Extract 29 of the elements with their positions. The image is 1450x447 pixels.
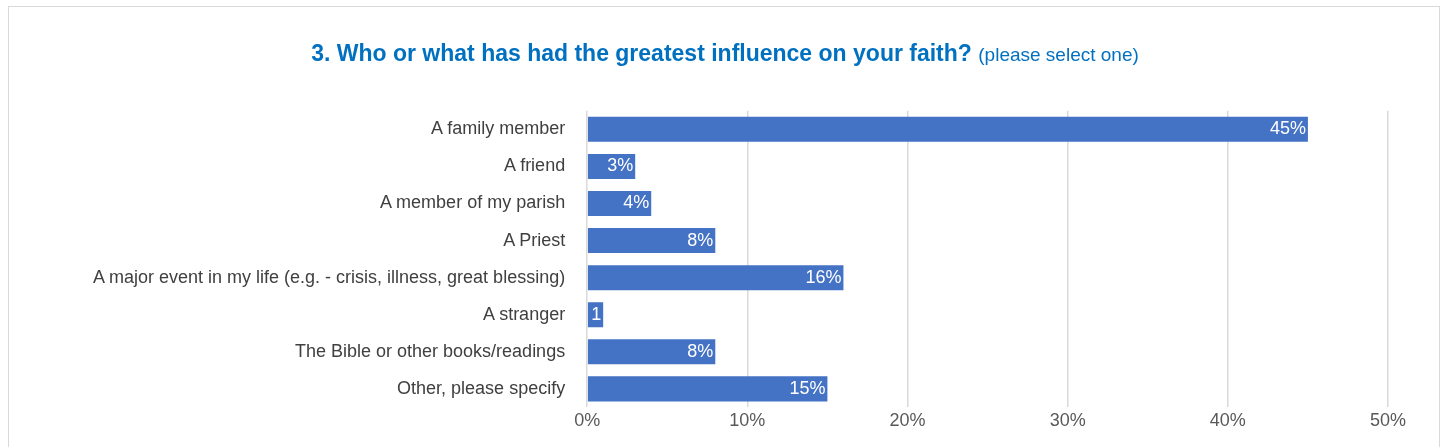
- bar: [587, 376, 828, 402]
- bar: [587, 116, 1308, 142]
- chart-title: 3. Who or what has had the greatest influence on your faith?: [311, 40, 972, 66]
- y-tick-label: The Bible or other books/readings: [294, 340, 566, 361]
- data-label: 8%: [687, 229, 714, 250]
- data-label: 15%: [789, 377, 826, 398]
- data-label: 1: [591, 303, 602, 324]
- y-tick-label: Other, please specify: [397, 377, 566, 398]
- y-tick-label: A major event in my life (e.g. - crisis, illness, great blessing): [92, 266, 566, 287]
- y-tick-label: A stranger: [483, 303, 566, 324]
- y-tick-label: A friend: [504, 155, 566, 176]
- data-label: 16%: [805, 266, 842, 287]
- data-label: 3%: [607, 155, 634, 176]
- x-tick-label: 20%: [889, 410, 926, 431]
- x-tick-label: 50%: [1369, 410, 1407, 431]
- x-tick-label: 40%: [1209, 410, 1246, 431]
- bar: [587, 265, 844, 291]
- data-label: 45%: [1269, 118, 1306, 139]
- x-tick-label: 10%: [729, 410, 766, 431]
- data-label: 4%: [623, 192, 650, 213]
- x-tick-label: 0%: [574, 410, 601, 431]
- y-tick-label: A member of my parish: [380, 192, 566, 213]
- y-tick-label: A family member: [431, 118, 566, 139]
- x-tick-label: 30%: [1049, 410, 1086, 431]
- y-tick-label: A Priest: [503, 229, 566, 250]
- bar: [587, 339, 716, 365]
- bar: [587, 228, 716, 254]
- chart-subtitle: (please select one): [978, 44, 1139, 65]
- data-label: 8%: [687, 340, 714, 361]
